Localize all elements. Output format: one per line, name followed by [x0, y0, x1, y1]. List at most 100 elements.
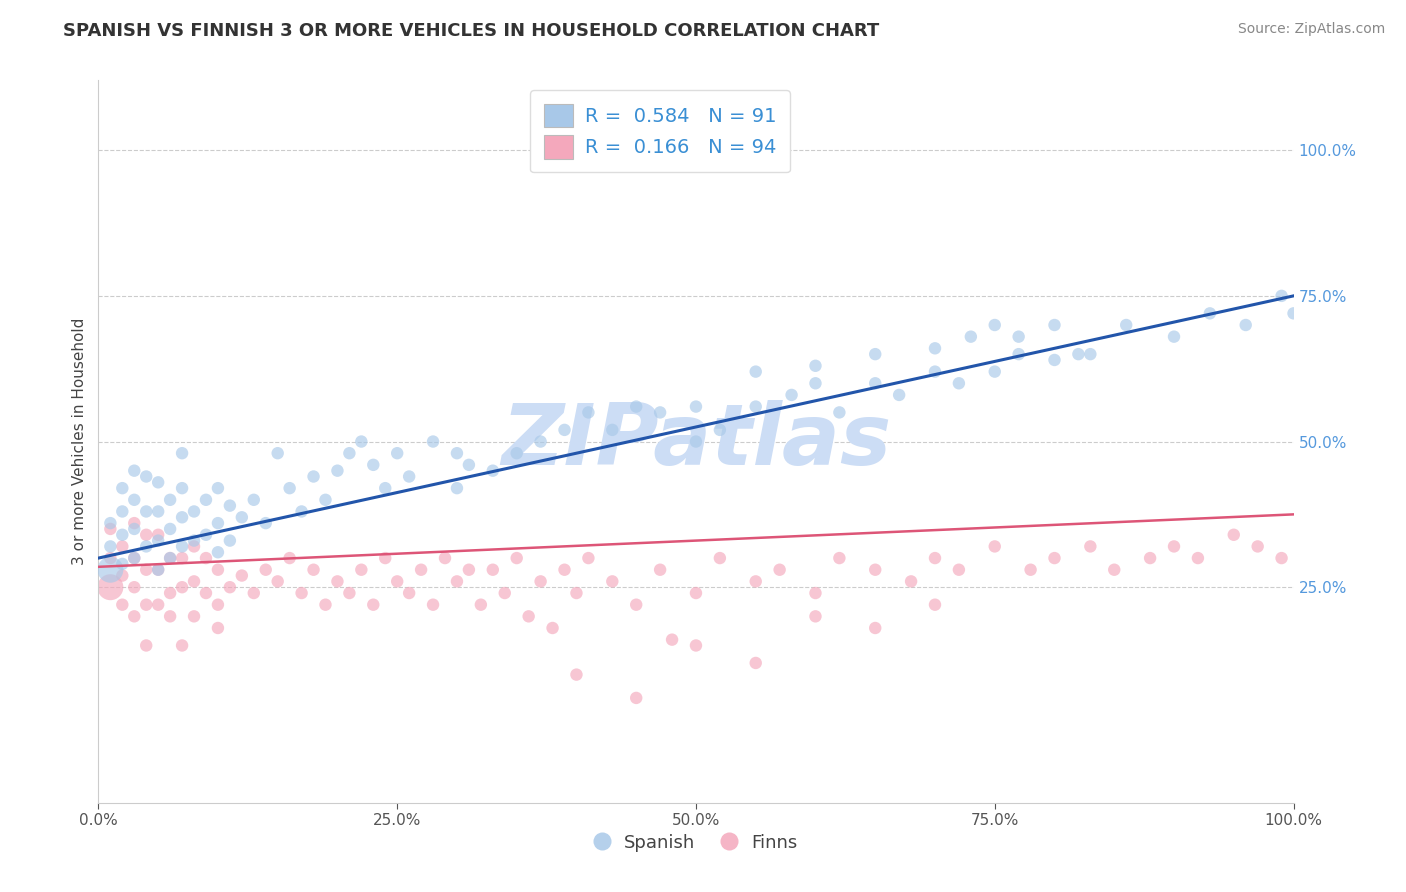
Point — [111, 481, 134, 495]
Point — [434, 551, 457, 566]
Point — [98, 516, 122, 530]
Point — [243, 492, 266, 507]
Point — [326, 574, 349, 589]
Point — [385, 446, 409, 460]
Point — [148, 504, 170, 518]
Point — [828, 405, 851, 419]
Point — [1271, 551, 1294, 566]
Point — [648, 563, 672, 577]
Point — [315, 598, 337, 612]
Point — [195, 586, 218, 600]
Point — [554, 563, 576, 577]
Point — [111, 504, 134, 518]
Point — [183, 540, 205, 554]
Point — [148, 475, 170, 490]
Point — [159, 551, 181, 566]
Point — [124, 522, 146, 536]
Point — [1019, 563, 1042, 577]
Point — [278, 481, 301, 495]
Point — [219, 499, 242, 513]
Point — [804, 376, 827, 391]
Point — [159, 522, 181, 536]
Point — [626, 400, 648, 414]
Point — [1080, 347, 1102, 361]
Point — [111, 557, 134, 571]
Point — [124, 492, 146, 507]
Point — [195, 551, 218, 566]
Point — [326, 464, 349, 478]
Point — [183, 574, 205, 589]
Point — [1223, 528, 1246, 542]
Point — [207, 481, 229, 495]
Point — [1104, 563, 1126, 577]
Point — [1139, 551, 1161, 566]
Legend: Spanish, Finns: Spanish, Finns — [588, 826, 804, 859]
Point — [422, 434, 444, 449]
Point — [172, 510, 194, 524]
Point — [780, 388, 803, 402]
Point — [530, 574, 553, 589]
Point — [98, 563, 122, 577]
Point — [219, 580, 242, 594]
Point — [315, 492, 337, 507]
Point — [745, 400, 768, 414]
Point — [111, 540, 134, 554]
Point — [135, 563, 157, 577]
Point — [350, 563, 373, 577]
Point — [183, 609, 205, 624]
Point — [111, 598, 134, 612]
Point — [1163, 540, 1185, 554]
Point — [648, 405, 672, 419]
Point — [709, 423, 731, 437]
Point — [124, 551, 146, 566]
Point — [207, 621, 229, 635]
Point — [398, 586, 420, 600]
Point — [924, 551, 946, 566]
Point — [804, 359, 827, 373]
Point — [124, 609, 146, 624]
Point — [195, 492, 218, 507]
Point — [948, 563, 970, 577]
Point — [148, 598, 170, 612]
Point — [1115, 318, 1137, 332]
Point — [111, 568, 134, 582]
Point — [363, 458, 385, 472]
Point — [470, 598, 492, 612]
Point — [1163, 329, 1185, 343]
Point — [219, 533, 242, 548]
Point — [745, 365, 768, 379]
Point — [172, 446, 194, 460]
Point — [1008, 347, 1031, 361]
Point — [172, 580, 194, 594]
Point — [422, 598, 444, 612]
Point — [207, 598, 229, 612]
Point — [1234, 318, 1257, 332]
Point — [350, 434, 373, 449]
Point — [339, 586, 361, 600]
Point — [661, 632, 683, 647]
Point — [172, 639, 194, 653]
Point — [984, 540, 1007, 554]
Point — [1247, 540, 1270, 554]
Point — [889, 388, 911, 402]
Point — [578, 551, 600, 566]
Point — [446, 481, 468, 495]
Point — [745, 574, 768, 589]
Point — [124, 580, 146, 594]
Point — [984, 365, 1007, 379]
Point — [374, 481, 396, 495]
Point — [924, 598, 946, 612]
Point — [302, 469, 325, 483]
Point — [517, 609, 540, 624]
Point — [709, 551, 731, 566]
Point — [481, 464, 505, 478]
Point — [124, 516, 146, 530]
Point — [231, 510, 253, 524]
Point — [339, 446, 361, 460]
Point — [804, 609, 827, 624]
Point — [363, 598, 385, 612]
Point — [111, 528, 134, 542]
Point — [148, 528, 170, 542]
Point — [745, 656, 768, 670]
Point — [554, 423, 576, 437]
